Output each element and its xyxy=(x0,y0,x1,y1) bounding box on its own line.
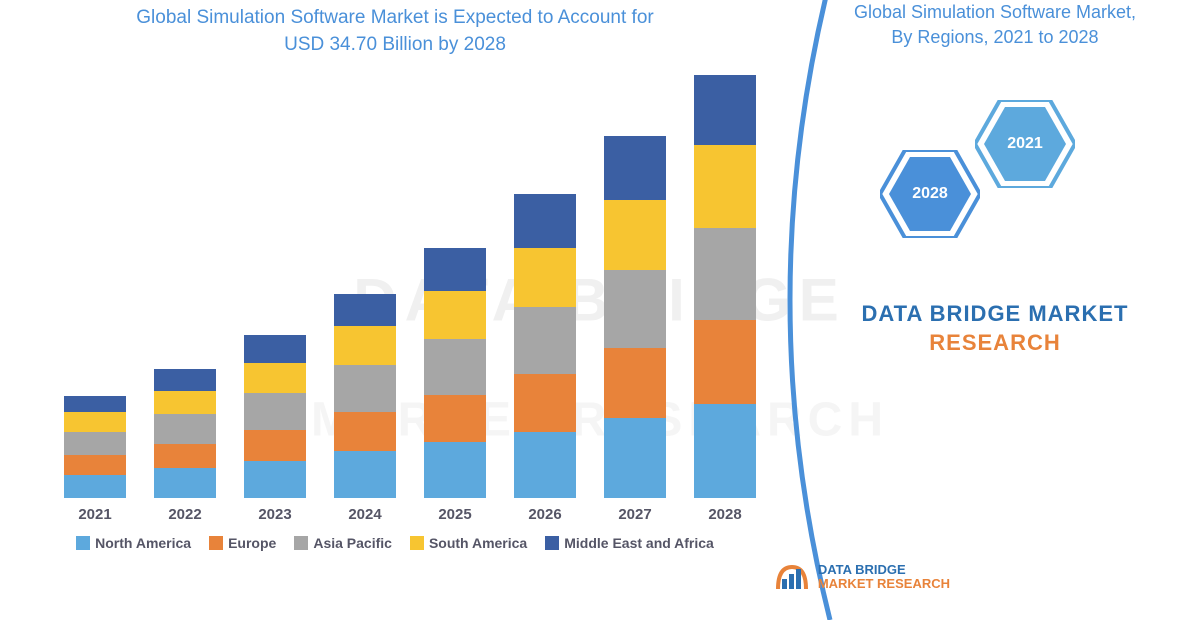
legend-label: Europe xyxy=(228,535,276,551)
chart-area xyxy=(40,68,780,498)
x-axis-label: 2027 xyxy=(604,506,666,523)
bar-segment xyxy=(244,363,306,393)
bar-segment xyxy=(64,396,126,412)
bar-segment xyxy=(604,418,666,499)
legend-item: North America xyxy=(76,535,191,551)
hexagon-2021: 2021 xyxy=(975,100,1075,188)
bar-group xyxy=(604,136,666,498)
bar-group xyxy=(154,369,216,498)
bar-segment xyxy=(604,136,666,201)
bar-segment xyxy=(334,294,396,326)
bar-segment xyxy=(694,75,756,145)
bar-segment xyxy=(64,455,126,474)
logo-line2: MARKET RESEARCH xyxy=(818,576,950,591)
chart-title-line2: USD 34.70 Billion by 2028 xyxy=(284,34,506,55)
hexagon-2028: 2028 xyxy=(880,150,980,238)
bars-container xyxy=(40,68,780,498)
right-title-line2: By Regions, 2021 to 2028 xyxy=(891,27,1098,47)
chart-title-line1: Global Simulation Software Market is Exp… xyxy=(136,7,653,28)
bar-segment xyxy=(244,393,306,431)
bar-segment xyxy=(334,326,396,365)
legend-swatch xyxy=(294,536,308,550)
logo-icon xyxy=(774,559,810,595)
x-axis-label: 2025 xyxy=(424,506,486,523)
legend-swatch xyxy=(410,536,424,550)
bar-segment xyxy=(154,391,216,415)
x-axis-label: 2021 xyxy=(64,506,126,523)
brand-line1: DATA BRIDGE MARKET xyxy=(862,301,1129,326)
bar-segment xyxy=(424,395,486,442)
bar-segment xyxy=(604,200,666,270)
legend-item: South America xyxy=(410,535,527,551)
x-axis-label: 2023 xyxy=(244,506,306,523)
legend-item: Middle East and Africa xyxy=(545,535,714,551)
bar-segment xyxy=(694,145,756,229)
bar-segment xyxy=(514,374,576,432)
legend-label: Middle East and Africa xyxy=(564,535,714,551)
legend-item: Asia Pacific xyxy=(294,535,392,551)
legend-swatch xyxy=(76,536,90,550)
bar-group xyxy=(514,194,576,498)
logo-text: DATA BRIDGE MARKET RESEARCH xyxy=(818,563,950,592)
x-axis-label: 2022 xyxy=(154,506,216,523)
bar-segment xyxy=(334,412,396,451)
bar-segment xyxy=(154,468,216,498)
bar-segment xyxy=(424,442,486,498)
bar-segment xyxy=(694,404,756,499)
legend-label: Asia Pacific xyxy=(313,535,392,551)
left-panel: Global Simulation Software Market is Exp… xyxy=(0,0,790,600)
brand-line2: RESEARCH xyxy=(929,330,1060,355)
bar-segment xyxy=(604,270,666,347)
bar-segment xyxy=(154,369,216,391)
bar-segment xyxy=(64,475,126,499)
bar-segment xyxy=(424,339,486,395)
legend-swatch xyxy=(209,536,223,550)
bar-segment xyxy=(694,320,756,404)
x-axis-label: 2024 xyxy=(334,506,396,523)
bar-segment xyxy=(154,444,216,468)
bar-segment xyxy=(154,414,216,444)
bar-group xyxy=(424,248,486,498)
bar-group xyxy=(694,75,756,499)
hex-label-2021: 2021 xyxy=(1007,135,1043,153)
legend-item: Europe xyxy=(209,535,276,551)
bar-segment xyxy=(514,248,576,307)
bottom-logo: DATA BRIDGE MARKET RESEARCH xyxy=(774,559,950,595)
bar-segment xyxy=(244,461,306,499)
bar-segment xyxy=(514,194,576,248)
x-axis-label: 2026 xyxy=(514,506,576,523)
bar-segment xyxy=(424,248,486,291)
bar-segment xyxy=(424,291,486,339)
bar-group xyxy=(64,396,126,498)
bar-segment xyxy=(64,432,126,456)
legend: North America Europe Asia Pacific South Ame… xyxy=(0,535,790,551)
bar-segment xyxy=(334,451,396,498)
bar-segment xyxy=(244,430,306,460)
logo-line1: DATA BRIDGE xyxy=(818,562,906,577)
bar-segment xyxy=(334,365,396,412)
x-axis-label: 2028 xyxy=(694,506,756,523)
bar-segment xyxy=(514,432,576,499)
right-title-line1: Global Simulation Software Market, xyxy=(854,2,1136,22)
x-axis-labels: 2021 2022 2023 2024 2025 2026 2027 2028 xyxy=(40,498,780,523)
curve-divider xyxy=(770,0,890,620)
legend-label: South America xyxy=(429,535,527,551)
hex-label-2028: 2028 xyxy=(912,185,948,203)
bar-group xyxy=(244,335,306,498)
bar-group xyxy=(334,294,396,498)
bar-segment xyxy=(604,348,666,418)
bar-segment xyxy=(64,412,126,431)
bar-segment xyxy=(694,228,756,319)
legend-swatch xyxy=(545,536,559,550)
bar-segment xyxy=(244,335,306,363)
legend-label: North America xyxy=(95,535,191,551)
chart-title: Global Simulation Software Market is Exp… xyxy=(0,0,790,68)
bar-segment xyxy=(514,307,576,374)
